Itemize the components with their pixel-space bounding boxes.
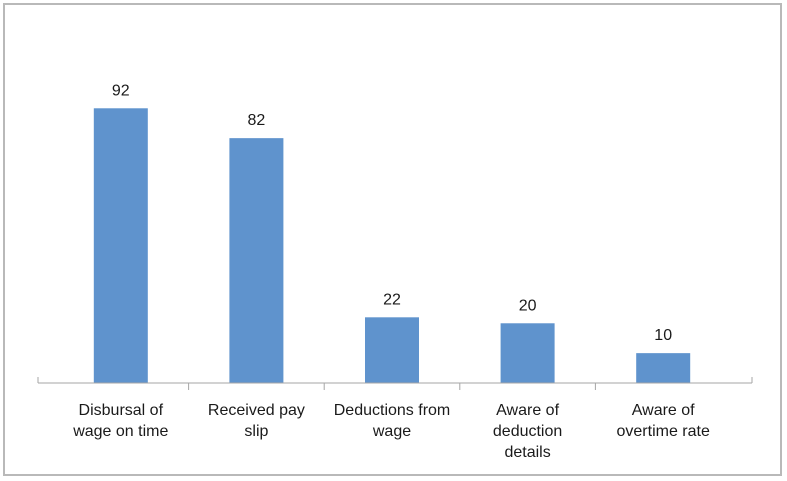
value-labels-group: 92 82 22 20 10 <box>112 82 672 344</box>
bar <box>365 317 419 383</box>
category-label-line: overtime rate <box>617 423 710 440</box>
bar <box>500 323 555 383</box>
category-label-line: wage <box>372 423 411 440</box>
data-label: 10 <box>654 327 672 344</box>
category-labels-group: Disbursal of wage on time Received pay slip… <box>72 402 710 461</box>
category-label-line: Deductions from <box>334 402 451 419</box>
data-label: 20 <box>519 297 537 314</box>
category-label: Disbursal of wage on time <box>72 402 168 440</box>
category-label-line: details <box>504 444 550 461</box>
category-label-line: Aware of <box>632 402 695 419</box>
x-axis <box>37 377 753 390</box>
bar <box>229 138 284 383</box>
category-label-line: Received pay <box>208 402 305 419</box>
category-label: Aware of overtime rate <box>617 402 710 440</box>
data-label: 82 <box>248 112 266 129</box>
category-label: Aware of deduction details <box>493 402 562 461</box>
category-label-line: Aware of <box>496 402 559 419</box>
bar <box>636 353 691 383</box>
category-label-line: Disbursal of <box>79 402 164 419</box>
bars-group <box>93 108 691 384</box>
data-label: 22 <box>383 291 401 308</box>
data-label: 92 <box>112 82 130 99</box>
category-label: Received pay slip <box>208 402 305 440</box>
category-label-line: deduction <box>493 423 562 440</box>
bar <box>93 108 148 384</box>
category-label-line: wage on time <box>72 423 168 440</box>
category-label: Deductions from wage <box>334 402 451 440</box>
category-label-line: slip <box>244 423 268 440</box>
